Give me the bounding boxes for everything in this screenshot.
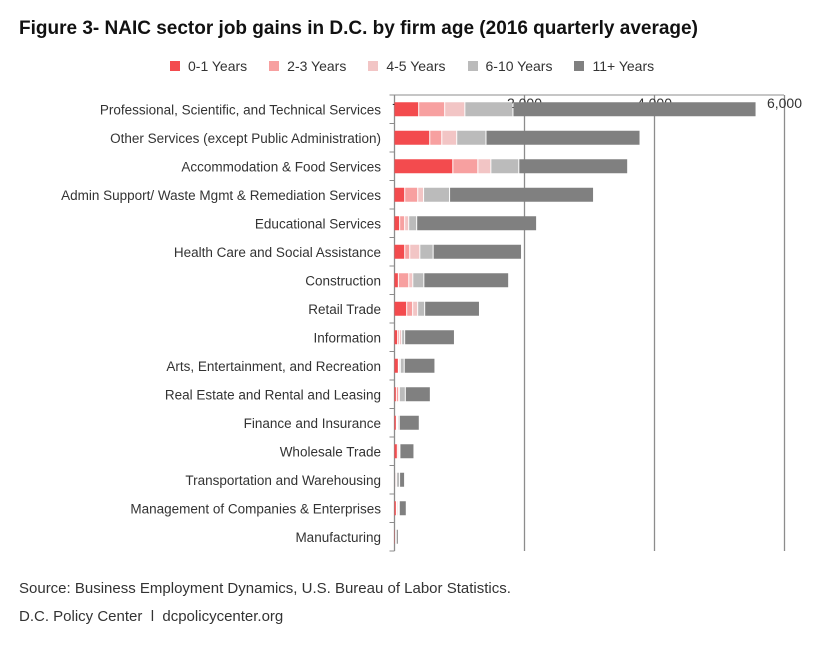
category-label: Construction [305,273,381,288]
bar-segment-0-1-years [394,102,419,117]
bar-segment-0-1-years [394,159,453,174]
legend-item: 2-3 Years [269,58,346,74]
category-label: Manufacturing [295,530,381,545]
x-tick-label: 6,000 [767,95,802,111]
legend-item: 6-10 Years [467,58,553,74]
category-label: Information [313,330,381,345]
category-label: Retail Trade [308,302,381,317]
bar-segment-11-years [433,244,522,259]
legend-label: 0-1 Years [188,58,248,74]
bar-segment-4-5-years [410,244,420,259]
bar-segment-2-3-years [400,216,405,231]
bar-segment-0-1-years [394,244,405,259]
bar-segment-11-years [405,387,430,402]
category-label: Wholesale Trade [280,444,381,459]
bar-segment-2-3-years [430,130,442,145]
bar-segment-4-5-years [478,159,491,174]
legend-label: 4-5 Years [386,58,446,74]
bar-segment-6-10-years [402,330,405,345]
bar-segment-6-10-years [491,159,519,174]
bar-segment-0-1-years [394,358,398,373]
legend: 0-1 Years 2-3 Years 4-5 Years 6-10 Years 11+… [170,58,654,74]
bar-segment-6-10-years [420,244,433,259]
bar-segment-4-5-years [418,187,424,202]
category-label: Health Care and Social Assistance [174,245,381,260]
bar-segment-6-10-years [399,387,405,402]
bar-segment-4-5-years [399,330,402,345]
category-label: Real Estate and Rental and Leasing [165,387,381,402]
bar-segment-6-10-years [397,472,400,487]
bar-segment-6-10-years [465,102,513,117]
legend-swatch [170,61,180,71]
bar-segment-4-5-years [442,130,457,145]
bar-segment-4-5-years [405,216,409,231]
source-note: Source: Business Employment Dynamics, U.… [19,580,511,597]
legend-swatch [574,61,585,71]
category-label: Arts, Entertainment, and Recreation [166,359,381,374]
bar-segment-2-3-years [407,301,413,316]
legend-item: 4-5 Years [368,58,446,74]
bar-segment-11-years [399,501,406,516]
bar-segment-2-3-years [398,273,409,288]
category-label: Transportation and Warehousing [185,473,381,488]
bar-segment-11-years [450,187,594,202]
bar-segment-6-10-years [409,216,417,231]
category-label: Accommodation & Food Services [181,159,381,174]
legend-item: 0-1 Years [170,58,247,74]
bar-segment-6-10-years [418,301,425,316]
bar-segment-2-3-years [419,102,445,117]
bar-segment-0-1-years [394,187,405,202]
bar-segment-0-1-years [394,330,398,345]
bar-segment-0-1-years [394,415,396,430]
bar-segment-2-3-years [405,187,418,202]
bar-segment-11-years [486,130,640,145]
bar-segment-0-1-years [394,501,396,516]
legend-label: 11+ Years [592,58,655,74]
bar-segment-2-3-years [398,330,399,345]
bar-segment-2-3-years [453,159,478,174]
bar-segment-11-years [404,358,435,373]
legend-swatch [269,61,280,71]
bar-segment-6-10-years [457,130,486,145]
bar-segment-11-years [417,216,537,231]
bar-segment-11-years [396,529,398,544]
bar-segment-6-10-years [400,358,404,373]
legend-swatch [467,61,478,71]
category-label: Educational Services [255,216,381,231]
category-label: Professional, Scientific, and Technical … [100,102,381,117]
bar-segment-11-years [425,301,479,316]
bar-segment-11-years [424,273,509,288]
category-label: Management of Companies & Enterprises [130,501,381,516]
legend-item: 11+ Years [574,58,654,74]
bar-segment-11-years [400,444,414,459]
bar-segment-2-3-years [396,387,399,402]
bar-segment-11-years [513,102,756,117]
bar-segment-2-3-years [405,244,410,259]
legend-swatch [368,61,379,71]
legend-label: 6-10 Years [485,58,553,74]
bar-segment-4-5-years [409,273,413,288]
bar-segment-4-5-years [413,301,418,316]
bar-segment-11-years [399,415,419,430]
legend-label: 2-3 Years [287,58,347,74]
bar-segment-0-1-years [394,273,398,288]
category-label: Finance and Insurance [244,416,381,431]
category-label: Other Services (except Public Administra… [110,131,381,146]
category-label: Admin Support/ Waste Mgmt & Remediation … [61,188,381,203]
bar-segment-11-years [405,330,454,345]
bar-segment-11-years [519,159,628,174]
bar-segment-4-5-years [445,102,465,117]
bar-segment-0-1-years [394,301,407,316]
bar-segment-6-10-years [424,187,450,202]
bar-segment-0-1-years [394,444,397,459]
bar-segment-0-1-years [394,216,400,231]
bar-segment-0-1-years [394,387,396,402]
bar-segment-6-10-years [413,273,424,288]
credit-line: D.C. Policy Center l dcpolicycenter.org [19,608,284,625]
chart-title: Figure 3- NAIC sector job gains in D.C. … [19,18,698,39]
bar-segment-11-years [400,472,405,487]
bar-segment-0-1-years [394,130,430,145]
